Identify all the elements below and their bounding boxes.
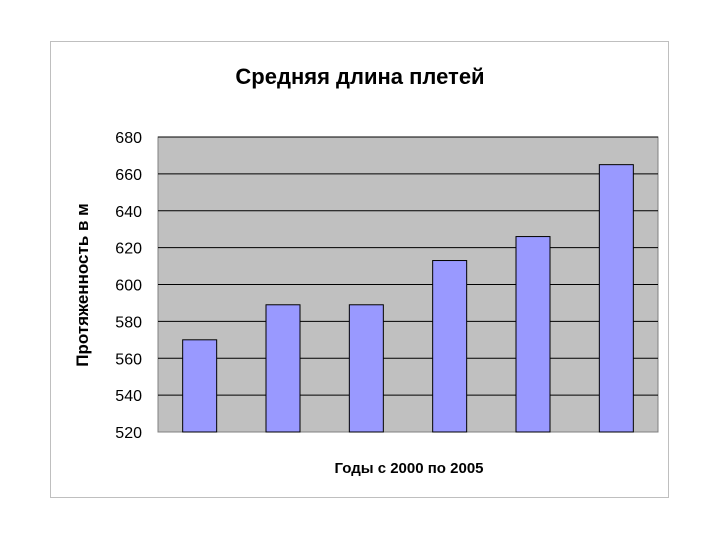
bar-2000 [182, 339, 218, 433]
y-tick-label: 640 [115, 204, 142, 221]
bar-2002 [348, 304, 384, 433]
bar-2001 [265, 304, 301, 433]
y-tick-label: 600 [115, 278, 142, 295]
grid-layer [158, 136, 658, 396]
chart-title: Средняя длина плетей [235, 64, 484, 89]
bar-2003 [432, 260, 468, 433]
y-tick-label: 560 [115, 351, 142, 368]
bar-2004 [515, 236, 551, 433]
y-tick-label: 540 [115, 388, 142, 405]
y-tick-label: 580 [115, 314, 142, 331]
y-tick-label: 620 [115, 241, 142, 258]
x-axis-title: Годы с 2000 по 2005 [334, 460, 483, 477]
bar-2005 [598, 164, 634, 433]
y-tick-label: 660 [115, 167, 142, 184]
y-axis-title: Протяженность в м [73, 203, 92, 367]
y-tick-label: 680 [115, 130, 142, 147]
y-tick-label: 520 [115, 425, 142, 442]
bar-layer [182, 164, 634, 433]
y-tick-labels: 520 540 560 580 600 620 640 660 680 [115, 130, 142, 442]
